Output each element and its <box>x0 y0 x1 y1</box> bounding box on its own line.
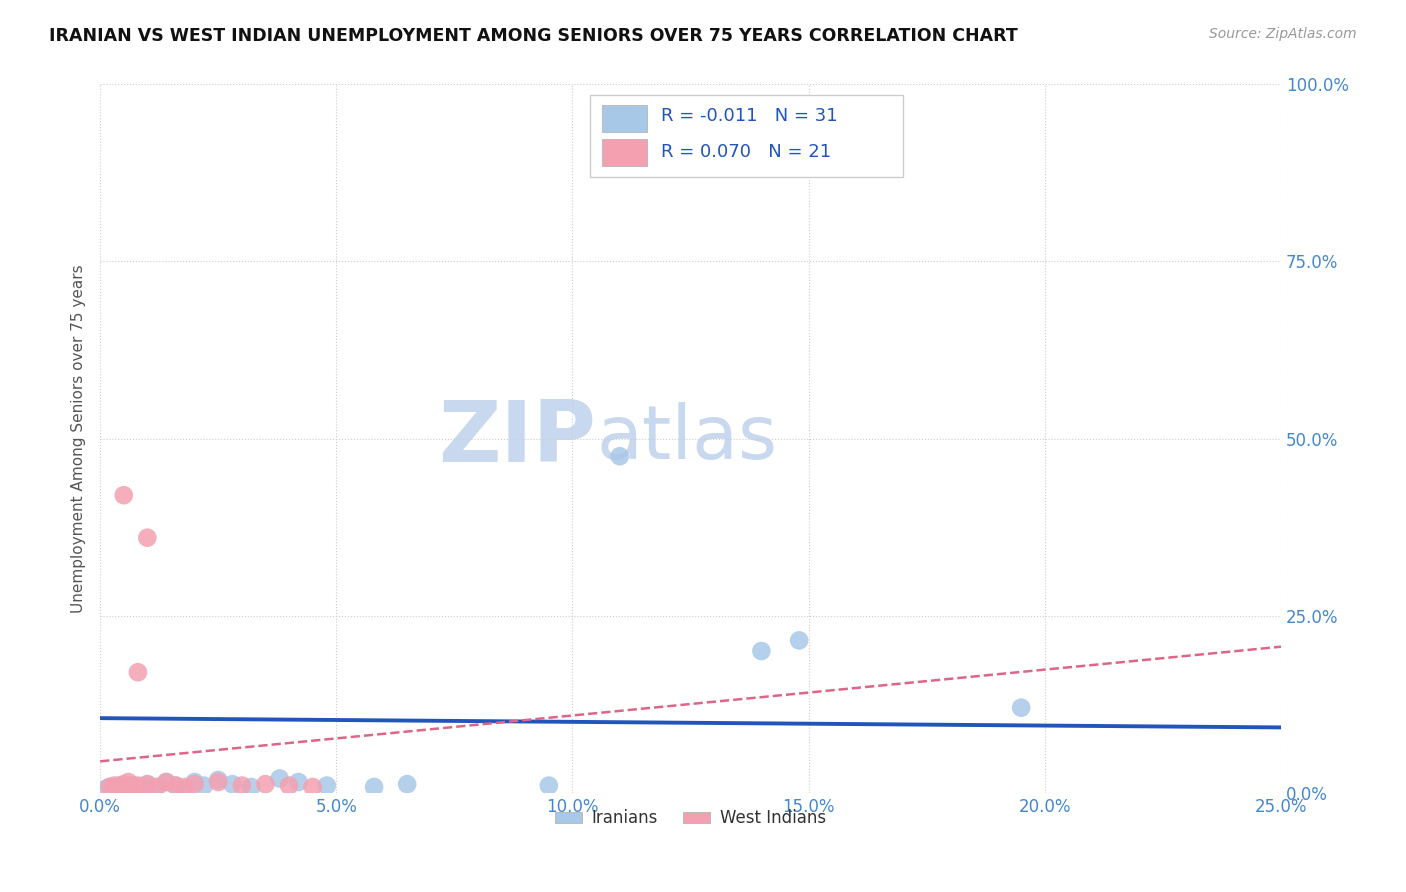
Point <box>131 782 153 797</box>
Point <box>193 779 215 793</box>
Point <box>165 779 187 793</box>
Point <box>609 449 631 463</box>
Point <box>146 780 169 794</box>
Point <box>146 780 169 794</box>
Point <box>183 777 205 791</box>
Point <box>174 780 197 794</box>
FancyBboxPatch shape <box>602 105 647 132</box>
Point <box>647 105 669 120</box>
Point <box>183 775 205 789</box>
Point <box>112 777 135 791</box>
Point <box>127 780 149 794</box>
Point <box>108 779 131 793</box>
Point <box>240 780 263 794</box>
Point <box>94 782 117 797</box>
Point <box>117 775 139 789</box>
Point <box>751 644 773 658</box>
Point <box>537 779 560 793</box>
Point <box>287 775 309 789</box>
Point <box>278 779 301 793</box>
Point <box>269 772 291 786</box>
Point <box>1010 700 1032 714</box>
Point <box>98 780 121 794</box>
Point <box>122 780 145 794</box>
Point <box>165 779 187 793</box>
Legend: Iranians, West Indians: Iranians, West Indians <box>548 803 832 834</box>
Point <box>231 779 253 793</box>
Point <box>396 777 419 791</box>
Point <box>254 777 277 791</box>
Text: R = 0.070   N = 21: R = 0.070 N = 21 <box>661 143 831 161</box>
Text: IRANIAN VS WEST INDIAN UNEMPLOYMENT AMONG SENIORS OVER 75 YEARS CORRELATION CHAR: IRANIAN VS WEST INDIAN UNEMPLOYMENT AMON… <box>49 27 1018 45</box>
FancyBboxPatch shape <box>591 95 903 177</box>
Point <box>117 782 139 797</box>
Point <box>136 777 159 791</box>
Point <box>155 775 177 789</box>
Point <box>98 780 121 794</box>
FancyBboxPatch shape <box>602 139 647 166</box>
Point <box>112 781 135 796</box>
Point <box>112 488 135 502</box>
Point <box>315 779 337 793</box>
Text: Source: ZipAtlas.com: Source: ZipAtlas.com <box>1209 27 1357 41</box>
Point <box>127 779 149 793</box>
Point <box>207 775 229 789</box>
Y-axis label: Unemployment Among Seniors over 75 years: Unemployment Among Seniors over 75 years <box>72 264 86 613</box>
Point <box>108 782 131 797</box>
Text: atlas: atlas <box>596 402 778 475</box>
Point <box>136 531 159 545</box>
Point <box>363 780 385 794</box>
Point <box>221 777 243 791</box>
Point <box>207 772 229 787</box>
Point <box>155 775 177 789</box>
Text: R = -0.011   N = 31: R = -0.011 N = 31 <box>661 107 838 125</box>
Point <box>136 777 159 791</box>
Point <box>103 779 125 793</box>
Text: ZIP: ZIP <box>439 397 596 480</box>
Point <box>103 783 125 797</box>
Point <box>301 780 323 794</box>
Point <box>787 633 810 648</box>
Point <box>122 779 145 793</box>
Point <box>174 782 197 797</box>
Point <box>127 665 149 680</box>
Point <box>665 98 688 112</box>
